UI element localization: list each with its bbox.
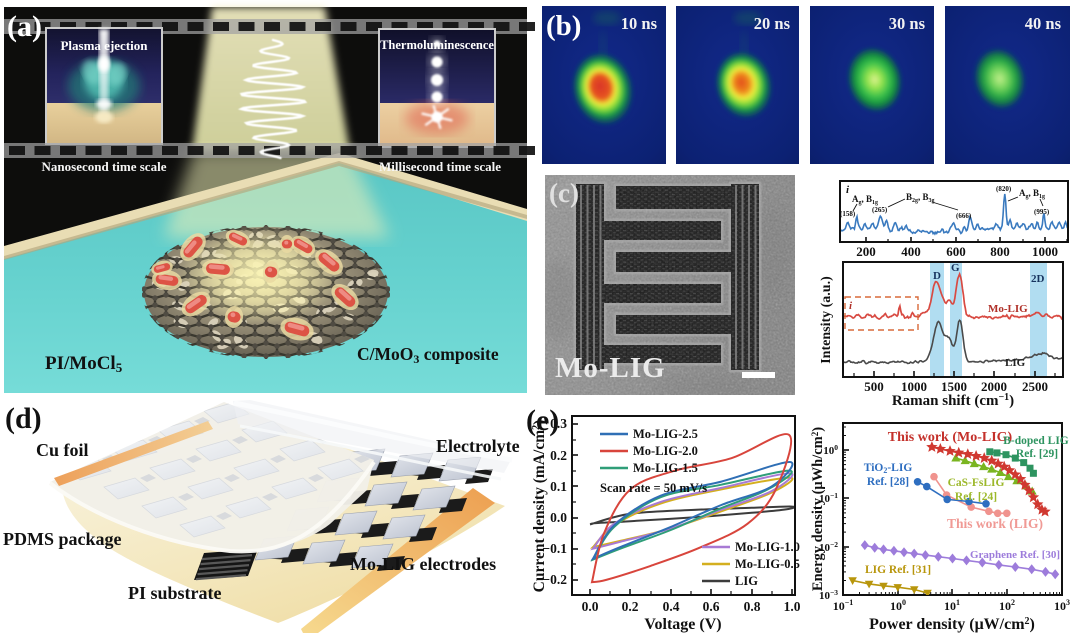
svg-text:(265): (265) [872, 206, 888, 214]
svg-text:Nanosecond time scale: Nanosecond time scale [42, 159, 167, 174]
svg-text:0.0: 0.0 [550, 510, 567, 525]
svg-text:CaS-FsLIG: CaS-FsLIG [948, 477, 1005, 489]
svg-text:400: 400 [901, 244, 921, 259]
svg-text:Cu foil: Cu foil [36, 440, 89, 460]
svg-text:0.8: 0.8 [744, 599, 761, 614]
svg-text:Voltage (V): Voltage (V) [644, 616, 721, 633]
svg-text:Mo-LIG: Mo-LIG [555, 352, 666, 384]
svg-text:(d): (d) [5, 402, 42, 435]
svg-text:600: 600 [946, 244, 966, 259]
svg-text:2000: 2000 [981, 379, 1007, 394]
svg-text:Mo-LIG-2.5: Mo-LIG-2.5 [633, 427, 698, 441]
svg-text:Mo-LIG electrodes: Mo-LIG electrodes [350, 554, 496, 574]
svg-text:0.4: 0.4 [663, 599, 680, 614]
svg-text:This work (Mo-LIG): This work (Mo-LIG) [888, 430, 1013, 445]
svg-text:0.2: 0.2 [550, 448, 567, 463]
svg-text:(158): (158) [840, 210, 856, 218]
svg-text:i: i [849, 300, 853, 312]
svg-text:Current density (mA/cm2): Current density (mA/cm2) [531, 420, 548, 593]
svg-text:Mo-LIG: Mo-LIG [988, 303, 1028, 315]
svg-text:Mo-LIG-1.5: Mo-LIG-1.5 [633, 461, 698, 475]
svg-text:Thermoluminescence: Thermoluminescence [380, 38, 494, 52]
svg-text:40 ns: 40 ns [1025, 14, 1062, 33]
svg-text:Ref. [24]: Ref. [24] [955, 491, 997, 503]
svg-text:20 ns: 20 ns [754, 14, 791, 33]
svg-text:Millisecond time scale: Millisecond time scale [379, 159, 501, 174]
svg-text:D: D [933, 270, 941, 282]
svg-text:1000: 1000 [1032, 244, 1058, 259]
svg-text:−0.1: −0.1 [542, 541, 567, 556]
svg-text:Mo-LIG-2.0: Mo-LIG-2.0 [633, 444, 698, 458]
svg-text:TiO2-LIG: TiO2-LIG [864, 462, 913, 475]
svg-text:(666): (666) [956, 212, 972, 220]
svg-text:(820): (820) [996, 185, 1012, 193]
svg-text:i: i [846, 184, 850, 196]
svg-text:500: 500 [864, 379, 884, 394]
svg-text:800: 800 [990, 244, 1010, 259]
svg-text:LIG: LIG [735, 574, 758, 588]
svg-text:B-doped LIG: B-doped LIG [1003, 435, 1069, 447]
svg-text:0.0: 0.0 [582, 599, 599, 614]
svg-text:Electrolyte: Electrolyte [436, 436, 520, 456]
svg-text:1.0: 1.0 [784, 599, 801, 614]
svg-text:Energy density (μWh/cm2): Energy density (μWh/cm2) [810, 427, 826, 591]
svg-text:10 ns: 10 ns [621, 14, 658, 33]
svg-text:Ref. [28]: Ref. [28] [867, 476, 909, 488]
svg-text:Plasma ejection: Plasma ejection [60, 38, 148, 53]
svg-text:PI/MoCl5: PI/MoCl5 [45, 353, 123, 375]
svg-text:Power density (μW/cm2): Power density (μW/cm2) [869, 616, 1035, 633]
svg-text:LIG: LIG [1005, 357, 1026, 369]
svg-text:(c): (c) [549, 178, 579, 208]
svg-text:30 ns: 30 ns [889, 14, 926, 33]
svg-text:200: 200 [856, 244, 876, 259]
svg-text:Graphene Ref. [30]: Graphene Ref. [30] [970, 549, 1060, 561]
svg-text:0.2: 0.2 [622, 599, 639, 614]
svg-text:Mo-LIG-1.0: Mo-LIG-1.0 [735, 540, 800, 554]
svg-text:−0.2: −0.2 [542, 572, 567, 587]
svg-text:(995): (995) [1034, 208, 1050, 216]
svg-text:(b): (b) [546, 10, 581, 42]
svg-text:Intensity (a.u.): Intensity (a.u.) [819, 276, 834, 364]
svg-text:1500: 1500 [941, 379, 967, 394]
svg-text:2500: 2500 [1022, 379, 1048, 394]
svg-text:G: G [951, 262, 960, 274]
svg-text:LIG Ref. [31]: LIG Ref. [31] [865, 564, 931, 576]
svg-text:Scan rate = 50 mV/s: Scan rate = 50 mV/s [600, 481, 707, 495]
svg-text:2D: 2D [1031, 273, 1045, 285]
svg-text:0.1: 0.1 [550, 479, 567, 494]
svg-text:0.6: 0.6 [703, 599, 720, 614]
svg-text:(a): (a) [7, 10, 42, 43]
svg-text:Mo-LIG-0.5: Mo-LIG-0.5 [735, 557, 800, 571]
svg-text:This work (LIG): This work (LIG) [947, 516, 1043, 531]
svg-text:Ref. [29]: Ref. [29] [1016, 448, 1058, 460]
svg-text:Raman shift (cm−1): Raman shift (cm−1) [892, 392, 1014, 409]
svg-text:0.3: 0.3 [550, 416, 567, 431]
svg-text:C/MoO3 composite: C/MoO3 composite [357, 344, 499, 366]
svg-text:PI substrate: PI substrate [128, 583, 222, 603]
svg-text:(e): (e) [526, 404, 559, 437]
svg-text:PDMS package: PDMS package [3, 529, 122, 549]
svg-text:1000: 1000 [901, 379, 927, 394]
